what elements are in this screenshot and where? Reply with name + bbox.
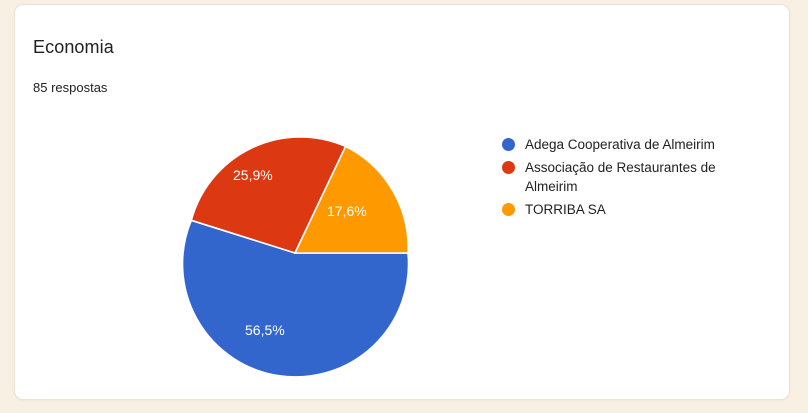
pie-chart-svg xyxy=(181,136,410,378)
pie-slice-label-torriba: 17,6% xyxy=(327,203,367,219)
pie-slice-associacao[interactable] xyxy=(190,136,347,254)
page-title: Economia xyxy=(33,37,114,57)
legend-item-label: Adega Cooperativa de Almeirim xyxy=(525,137,715,152)
pie-slice-torriba[interactable] xyxy=(293,145,409,254)
legend-item-label: TORRIBA SA xyxy=(525,202,606,217)
legend-item-associacao[interactable]: Associação de Restaurantes de Almeirim xyxy=(502,158,772,196)
pie-slice-adega[interactable] xyxy=(181,219,410,378)
legend-item-adega[interactable]: Adega Cooperativa de Almeirim xyxy=(502,135,772,154)
pie-chart: 56,5% 25,9% 17,6% Adega Cooperativa de A… xyxy=(15,5,791,401)
pie-slice-label-adega: 56,5% xyxy=(245,322,285,338)
legend-item-label: Associação de Restaurantes de Almeirim xyxy=(525,160,716,194)
response-count: 85 respostas xyxy=(33,80,108,95)
pie-slice-label-associacao: 25,9% xyxy=(233,167,273,183)
legend-item-torriba[interactable]: TORRIBA SA xyxy=(502,200,772,219)
legend-dot-icon xyxy=(502,203,515,216)
chart-legend: Adega Cooperativa de Almeirim Associação… xyxy=(502,135,772,223)
legend-dot-icon xyxy=(502,161,515,174)
legend-dot-icon xyxy=(502,138,515,151)
chart-card: Economia 85 respostas 56,5% 25,9% 17,6% … xyxy=(14,4,790,400)
